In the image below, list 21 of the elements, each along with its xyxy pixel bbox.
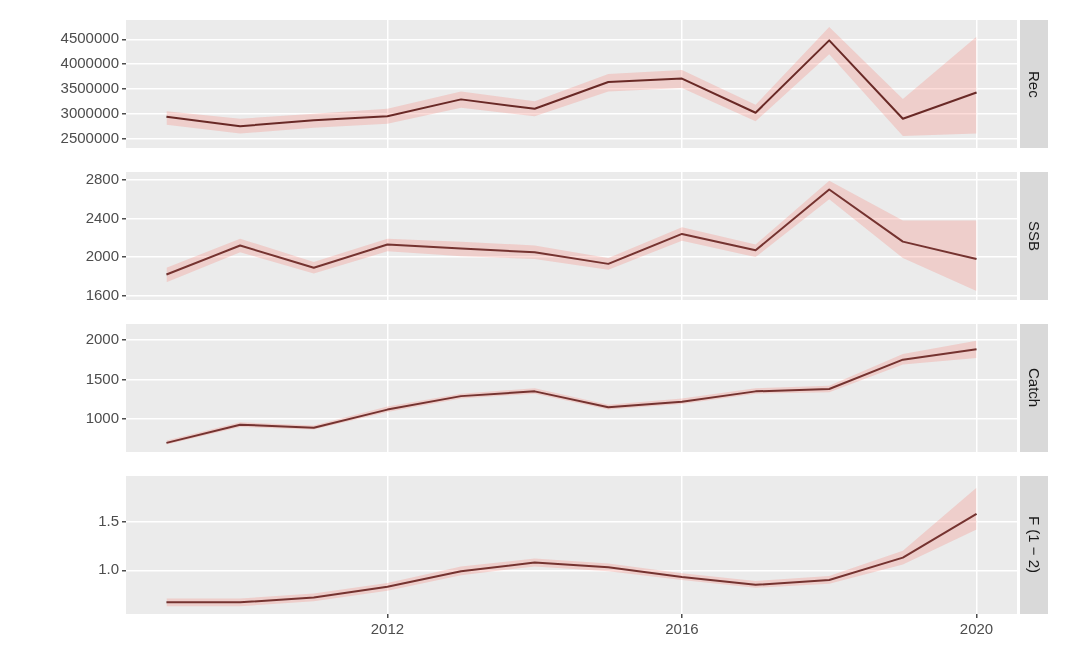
- y-tick-label: 1.0: [98, 560, 119, 578]
- y-tick-label: 3000000: [60, 103, 119, 121]
- y-tick-label: 1000: [85, 409, 119, 427]
- y-tick-label: 2500000: [60, 128, 119, 146]
- y2-axis-title: Rec: [1025, 70, 1043, 98]
- y-tick-label: 2400: [85, 208, 119, 226]
- y-tick-label: 1600: [85, 285, 119, 303]
- y-tick-label: 2000: [85, 329, 119, 347]
- y-tick-label: 4500000: [60, 29, 119, 47]
- x-tick-label: 2012: [370, 620, 405, 638]
- x-tick-label: 2020: [959, 620, 994, 638]
- y-tick-label: 2000: [85, 247, 119, 265]
- y2-axis-title: Catch: [1025, 368, 1043, 408]
- y-tick-label: 4000000: [60, 54, 119, 72]
- y-tick-label: 1500: [85, 369, 119, 387]
- y-tick-label: 1.5: [98, 511, 119, 529]
- x-tick-label: 2016: [665, 620, 699, 638]
- y-tick-label: 2800: [85, 169, 119, 187]
- y2-axis-title: F (1 − 2): [1025, 516, 1043, 574]
- y2-axis-title: SSB: [1025, 220, 1043, 251]
- y-tick-label: 3500000: [60, 79, 119, 97]
